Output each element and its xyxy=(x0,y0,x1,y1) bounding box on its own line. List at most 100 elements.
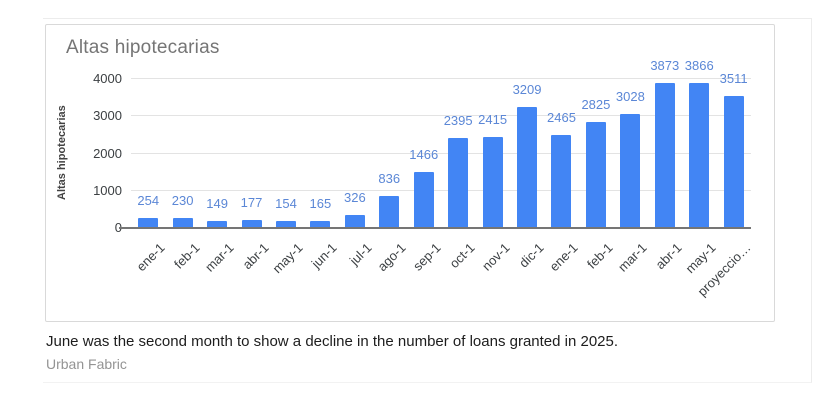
bar-may-1-3866[interactable] xyxy=(689,83,710,227)
bar-slot: 3028 xyxy=(613,78,647,227)
bar-nov-1-2415[interactable] xyxy=(482,137,503,227)
x-label-slot: feb-1 xyxy=(165,230,203,290)
x-tick-label: may-1 xyxy=(269,240,306,277)
x-label-slot: mar-1 xyxy=(613,230,650,290)
value-label: 1466 xyxy=(409,147,439,163)
plot-area: 254 230 149 177 154 165 326 836 1466 2395 2415 3209… xyxy=(131,58,751,227)
value-label: 836 xyxy=(378,170,401,186)
bar-feb-1-2825[interactable] xyxy=(585,121,606,227)
y-tick-0: 0 xyxy=(64,221,122,234)
x-label-slot: ago-1 xyxy=(372,230,409,290)
bar-mar-1-3028[interactable] xyxy=(620,114,641,227)
bar-slot: 2395 xyxy=(441,78,475,227)
bar-abr-1-3873[interactable] xyxy=(654,82,675,227)
x-tick-label: nov-1 xyxy=(478,240,513,274)
value-label: 154 xyxy=(275,196,297,212)
bar-slot: 2465 xyxy=(544,78,578,227)
bar-sep-1-1466[interactable] xyxy=(413,172,434,227)
x-axis-labels: ene-1 feb-1 mar-1 abr-1 may-1 jun-1 jul-1 ago-1… xyxy=(131,230,754,299)
x-tick-label: abr-1 xyxy=(239,240,272,273)
x-label-slot: jun-1 xyxy=(303,230,341,290)
x-tick-label: jul-1 xyxy=(346,240,375,268)
bar-slot: 1466 xyxy=(407,78,441,227)
y-tick-3000: 3000 xyxy=(93,108,122,124)
bar-may-1-154[interactable] xyxy=(275,221,296,227)
bar-dic-1-3209[interactable] xyxy=(517,107,538,227)
bar-slot: 2415 xyxy=(475,78,509,227)
source-attribution: Urban Fabric xyxy=(46,356,127,372)
bar-ene-1-254[interactable] xyxy=(138,217,159,227)
x-tick-label: dic-1 xyxy=(516,240,547,271)
value-label: 177 xyxy=(240,195,263,211)
x-label-slot: dic-1 xyxy=(510,230,547,290)
value-label: 3511 xyxy=(719,71,748,87)
bar-abr-1-177[interactable] xyxy=(241,220,262,227)
x-label-slot: nov-1 xyxy=(475,230,513,290)
bar-proyeccio…-3511[interactable] xyxy=(723,96,744,227)
bar-jun-1-165[interactable] xyxy=(310,220,331,227)
x-tick-label: sep-1 xyxy=(409,240,444,274)
x-tick-label: jun-1 xyxy=(308,240,341,272)
y-tick-2000: 2000 xyxy=(93,145,122,161)
gridline-3000 xyxy=(131,115,751,117)
chart-title: Altas hipotecarias xyxy=(66,37,220,58)
x-axis-line xyxy=(119,227,751,229)
x-label-slot: proyeccio… xyxy=(694,230,753,299)
value-label: 2825 xyxy=(581,96,611,112)
x-label-slot: feb-1 xyxy=(579,230,616,290)
bar-slot: 3866 xyxy=(682,58,716,227)
value-label: 2465 xyxy=(547,110,576,126)
bar-slot: 2825 xyxy=(579,78,613,227)
value-label: 149 xyxy=(206,196,228,212)
x-tick-label: ago-1 xyxy=(374,240,409,275)
x-tick-label: feb-1 xyxy=(583,240,616,272)
bar-slot: 230 xyxy=(165,78,199,227)
bar-jul-1-326[interactable] xyxy=(344,214,365,227)
bar-ene-1-2465[interactable] xyxy=(551,135,572,227)
x-label-slot: ene-1 xyxy=(544,230,582,290)
x-label-slot: may-1 xyxy=(269,230,306,290)
value-label: 3866 xyxy=(684,58,714,73)
value-label: 230 xyxy=(171,193,194,209)
bar-slot: 326 xyxy=(338,78,372,227)
bar-mar-1-149[interactable] xyxy=(207,221,228,227)
y-tick-1000: 1000 xyxy=(93,182,122,198)
chart-card: Altas hipotecarias Altas hipotecarias 01… xyxy=(45,24,775,322)
bar-feb-1-230[interactable] xyxy=(172,218,193,227)
value-label: 165 xyxy=(309,195,332,211)
bar-slot: 3511 xyxy=(716,71,750,227)
bar-slot: 3873 xyxy=(648,58,682,227)
x-tick-label: oct-1 xyxy=(446,240,478,272)
gridline-4000 xyxy=(131,78,751,79)
bar-slot: 836 xyxy=(372,78,406,227)
x-label-slot: oct-1 xyxy=(441,230,478,290)
x-label-slot: abr-1 xyxy=(648,230,685,290)
gridline-1000 xyxy=(131,189,751,191)
gridline-2000 xyxy=(131,152,751,154)
value-label: 2395 xyxy=(443,112,473,128)
x-tick-label: ene-1 xyxy=(546,240,582,275)
bar-ago-1-836[interactable] xyxy=(379,195,400,227)
value-label: 3209 xyxy=(512,82,542,98)
x-label-slot: jul-1 xyxy=(338,230,375,290)
value-label: 2415 xyxy=(478,112,508,128)
bars-container: 254 230 149 177 154 165 326 836 1466 2395 2415 3209… xyxy=(131,58,751,227)
x-label-slot: mar-1 xyxy=(200,230,237,290)
bar-slot: 165 xyxy=(303,78,337,227)
bar-slot: 149 xyxy=(200,78,234,227)
bar-oct-1-2395[interactable] xyxy=(448,137,469,227)
bar-slot: 154 xyxy=(269,78,303,227)
value-label: 3873 xyxy=(650,57,680,73)
x-tick-label: mar-1 xyxy=(202,240,237,275)
value-label: 3028 xyxy=(615,89,645,105)
x-tick-label: mar-1 xyxy=(615,240,650,275)
x-tick-label: abr-1 xyxy=(652,240,685,273)
bar-slot: 3209 xyxy=(510,78,544,227)
y-tick-4000: 4000 xyxy=(93,71,122,86)
value-label: 254 xyxy=(137,192,160,208)
bar-slot: 254 xyxy=(131,78,165,227)
x-tick-label: feb-1 xyxy=(170,240,203,272)
x-label-slot: ene-1 xyxy=(131,230,168,290)
bar-slot: 177 xyxy=(234,78,268,227)
caption: June was the second month to show a decl… xyxy=(46,333,619,350)
